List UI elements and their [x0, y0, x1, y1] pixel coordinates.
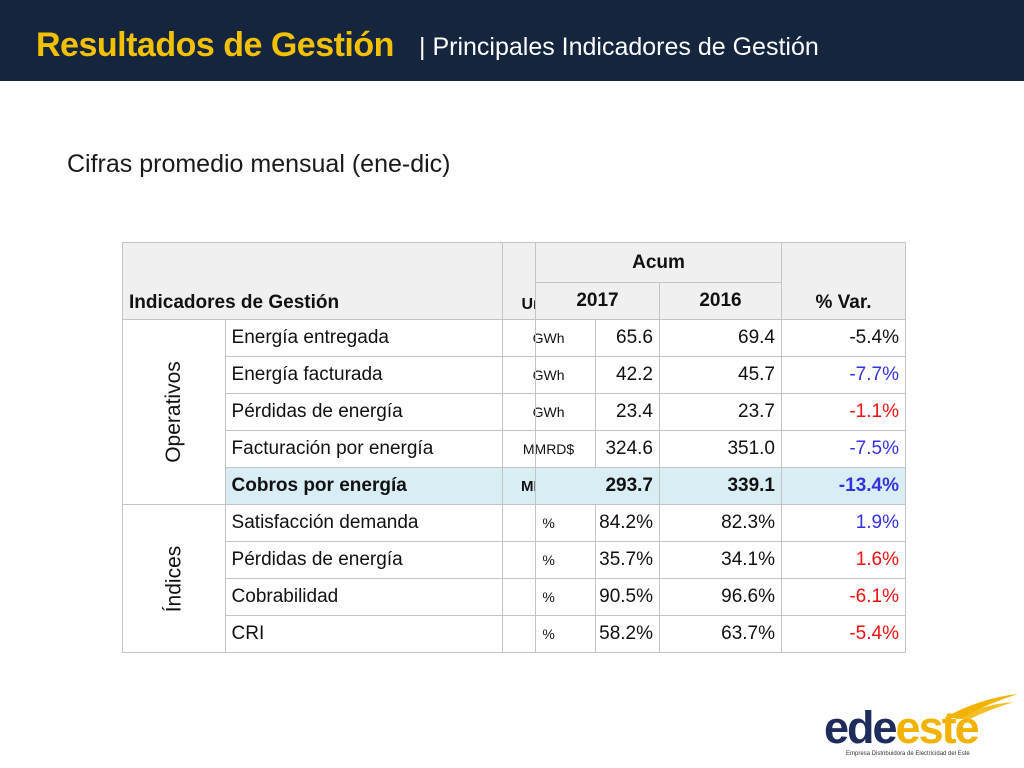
value-2017: 23.4 — [535, 393, 660, 431]
table-caption: Cifras promedio mensual (ene-dic) — [67, 150, 451, 178]
table-row: 84.2% 82.3% 1.9% — [535, 504, 906, 542]
table-row: 324.6 351.0 -7.5% — [535, 430, 906, 468]
value-2017: 293.7 — [535, 467, 660, 505]
indicator-name: Satisfacción demanda — [224, 504, 503, 542]
indicators-table: Indicadores de Gestión Unidad Operativos… — [122, 242, 596, 653]
header-acum: Acum — [535, 242, 782, 283]
value-var: -13.4% — [781, 467, 906, 505]
table-row: 65.6 69.4 -5.4% — [535, 319, 906, 357]
value-var: 1.9% — [781, 504, 906, 542]
value-2016: 45.7 — [659, 356, 782, 394]
group-label-cell: Operativos — [122, 319, 226, 505]
value-2016: 351.0 — [659, 430, 782, 468]
value-2017: 58.2% — [535, 615, 660, 653]
header-bar: Resultados de Gestión | Principales Indi… — [0, 0, 1024, 81]
table-row: 35.7% 34.1% 1.6% — [535, 541, 906, 579]
edeeste-logo: edeeste Empresa Distribuidora de Electri… — [822, 692, 1022, 766]
value-2016: 96.6% — [659, 578, 782, 616]
value-2017: 84.2% — [535, 504, 660, 542]
header-year-2017: 2017 — [535, 282, 660, 320]
indicator-name: Facturación por energía — [224, 430, 503, 468]
value-2016: 339.1 — [659, 467, 782, 505]
header-indicador: Indicadores de Gestión — [122, 242, 503, 320]
table-header-row-top: Acum % Var. — [535, 242, 906, 320]
value-var: -6.1% — [781, 578, 906, 616]
value-2017: 90.5% — [535, 578, 660, 616]
logo-wordmark: edeeste — [824, 702, 980, 754]
indicator-name: Energía entregada — [224, 319, 503, 357]
table-row: 42.2 45.7 -7.7% — [535, 356, 906, 394]
table-row: 58.2% 63.7% -5.4% — [535, 615, 906, 653]
page-title: Resultados de Gestión — [36, 26, 394, 64]
value-2016: 34.1% — [659, 541, 782, 579]
value-2016: 82.3% — [659, 504, 782, 542]
table-row: 293.7 339.1 -13.4% — [535, 467, 906, 505]
table-row: 90.5% 96.6% -6.1% — [535, 578, 906, 616]
table-row: Operativos Energía entregada GWh — [122, 319, 596, 505]
table-row: 23.4 23.7 -1.1% — [535, 393, 906, 431]
value-2016: 23.7 — [659, 393, 782, 431]
header-year-2016: 2016 — [659, 282, 782, 320]
value-2016: 69.4 — [659, 319, 782, 357]
indicator-name: Pérdidas de energía — [224, 541, 503, 579]
value-var: -7.7% — [781, 356, 906, 394]
value-var: -5.4% — [781, 615, 906, 653]
value-2017: 42.2 — [535, 356, 660, 394]
group-label-cell: Índices — [122, 504, 226, 653]
value-2017: 35.7% — [535, 541, 660, 579]
value-var: 1.6% — [781, 541, 906, 579]
value-var: -7.5% — [781, 430, 906, 468]
value-var: -1.1% — [781, 393, 906, 431]
logo-wordmark-ede: ede — [824, 702, 898, 753]
value-var: -5.4% — [781, 319, 906, 357]
page-subtitle: | Principales Indicadores de Gestión — [419, 33, 819, 61]
logo-wordmark-este: este — [895, 702, 980, 753]
group-label: Operativos — [161, 361, 185, 463]
value-2017: 324.6 — [535, 430, 660, 468]
indicator-name: Cobrabilidad — [224, 578, 503, 616]
indicator-name: Energía facturada — [224, 356, 503, 394]
table-header-row: Indicadores de Gestión Unidad — [122, 242, 596, 320]
logo-tagline: Empresa Distribuidora de Electricidad de… — [846, 751, 970, 757]
indicator-name: CRI — [224, 615, 503, 653]
indicator-name: Cobros por energía — [224, 467, 503, 505]
header-var: % Var. — [781, 242, 906, 320]
value-2016: 63.7% — [659, 615, 782, 653]
group-label: Índices — [161, 545, 185, 612]
table-header-row-years: 2017 2016 — [535, 282, 906, 320]
table-row: Índices Satisfacción demanda% — [122, 504, 596, 653]
swoosh-logo-icon — [944, 694, 1018, 719]
value-2017: 65.6 — [535, 319, 660, 357]
indicator-name: Pérdidas de energía — [224, 393, 503, 431]
values-table: Acum % Var. 2017 2016 65.6 69.4 -5.4% 42.2 4… — [535, 242, 906, 653]
